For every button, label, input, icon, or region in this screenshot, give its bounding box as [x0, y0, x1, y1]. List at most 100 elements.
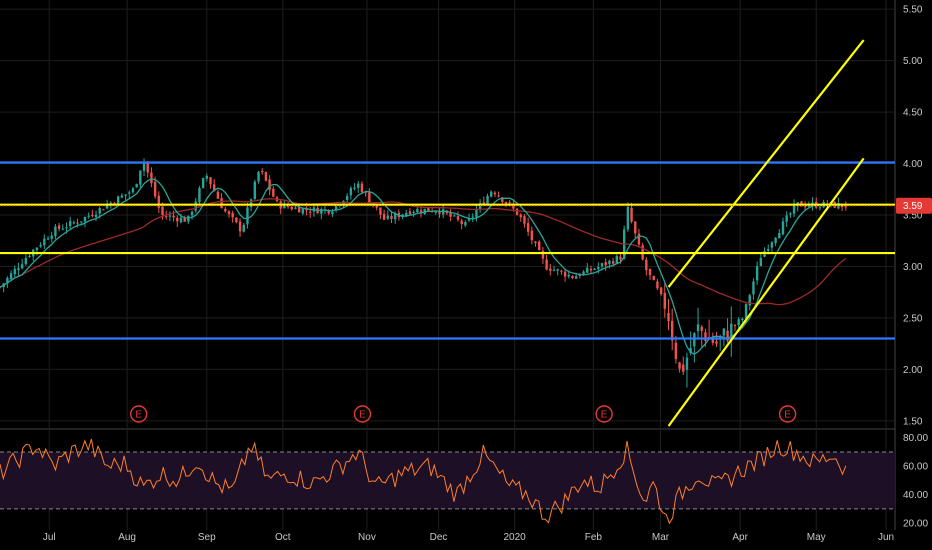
- candle: [560, 269, 563, 275]
- candle: [456, 211, 460, 222]
- candle: [538, 240, 541, 251]
- x-tick-label: Oct: [275, 532, 291, 543]
- candle: [135, 183, 138, 188]
- candle: [663, 283, 667, 318]
- x-tick-label: Nov: [358, 532, 376, 543]
- x-tick-label: Mar: [652, 532, 670, 543]
- candle: [490, 190, 493, 198]
- earnings-marker[interactable]: E: [595, 405, 613, 423]
- candle: [146, 161, 149, 178]
- earnings-marker[interactable]: E: [130, 405, 148, 423]
- channel-line-lower[interactable]: [667, 157, 865, 427]
- candle: [759, 252, 763, 267]
- earnings-marker[interactable]: E: [353, 405, 372, 423]
- y-tick-label: 5.00: [903, 56, 923, 67]
- candle: [153, 176, 157, 199]
- candle: [645, 257, 648, 276]
- y-tick-label: 3.00: [903, 262, 923, 273]
- candle: [530, 226, 534, 245]
- candle: [608, 259, 611, 269]
- price-axis[interactable]: 5.50 5.00 4.50 4.00 3.50 3.00 2.50 2.00 1.50 3.59: [896, 5, 932, 428]
- candle: [238, 218, 242, 237]
- candle: [545, 254, 548, 271]
- rsi-panel: [0, 438, 895, 525]
- x-tick-label: May: [807, 532, 826, 543]
- candle: [139, 170, 142, 189]
- candle: [434, 211, 438, 215]
- candle: [789, 211, 792, 218]
- candle: [91, 209, 94, 218]
- candle: [131, 186, 135, 195]
- rsi-line: [0, 438, 847, 525]
- candle: [648, 268, 652, 280]
- candle: [419, 205, 423, 218]
- candle: [176, 215, 179, 228]
- rsi-tick-label: 40.00: [903, 490, 928, 501]
- earnings-marker[interactable]: E: [778, 405, 797, 423]
- y-tick-label: 5.50: [903, 5, 923, 16]
- candle: [438, 207, 441, 218]
- candle: [61, 224, 64, 231]
- candle: [209, 176, 212, 189]
- candle: [552, 265, 556, 272]
- x-tick-label: Jul: [43, 532, 56, 543]
- candle: [460, 218, 463, 230]
- candle: [471, 213, 474, 223]
- candle: [700, 324, 703, 347]
- candle: [493, 191, 497, 198]
- x-tick-label: Aug: [118, 532, 136, 543]
- candle: [586, 263, 589, 274]
- candle: [556, 268, 559, 276]
- candle: [345, 193, 349, 203]
- candle: [752, 278, 755, 300]
- candle: [253, 179, 257, 201]
- candle: [449, 209, 452, 222]
- time-axis[interactable]: Jul Aug Sep Oct Nov Dec 2020 Feb Mar Apr May Jun: [43, 532, 894, 543]
- candle: [301, 208, 305, 216]
- slow-moving-average: [0, 198, 847, 306]
- candle: [120, 193, 124, 199]
- rsi-axis[interactable]: 80.00 60.00 40.00 20.00: [903, 433, 928, 529]
- grid: [0, 0, 896, 530]
- candle: [659, 287, 663, 296]
- candle: [242, 222, 245, 233]
- candle: [486, 193, 489, 205]
- candle: [748, 293, 751, 311]
- svg-text:E: E: [359, 410, 366, 421]
- candle: [656, 278, 659, 290]
- candle: [604, 258, 607, 271]
- candle: [220, 193, 223, 209]
- candle: [46, 235, 50, 241]
- y-tick-label: 4.00: [903, 159, 923, 170]
- candle: [257, 171, 260, 184]
- candle: [667, 298, 670, 331]
- candle: [482, 196, 486, 205]
- candle: [611, 257, 615, 266]
- candle: [368, 188, 371, 203]
- candle: [168, 211, 172, 222]
- candle: [357, 180, 360, 193]
- candle: [674, 336, 678, 364]
- candle: [785, 211, 788, 228]
- candle: [231, 210, 234, 223]
- candle: [641, 242, 644, 261]
- candle: [589, 265, 593, 275]
- candle: [526, 217, 530, 236]
- candle: [157, 191, 161, 214]
- y-tick-label: 2.00: [903, 365, 923, 376]
- candle: [682, 356, 685, 375]
- candle: [755, 261, 759, 285]
- rsi-tick-label: 20.00: [903, 519, 928, 530]
- candle: [235, 217, 238, 224]
- x-tick-label: Jun: [878, 532, 894, 543]
- candle: [297, 204, 301, 213]
- channel-line-upper[interactable]: [667, 39, 865, 288]
- candle: [379, 207, 382, 220]
- candle: [467, 213, 471, 222]
- x-tick-label: Feb: [585, 532, 603, 543]
- y-tick-label: 4.50: [903, 108, 923, 119]
- last-price-value: 3.59: [903, 201, 923, 212]
- candle: [272, 186, 275, 198]
